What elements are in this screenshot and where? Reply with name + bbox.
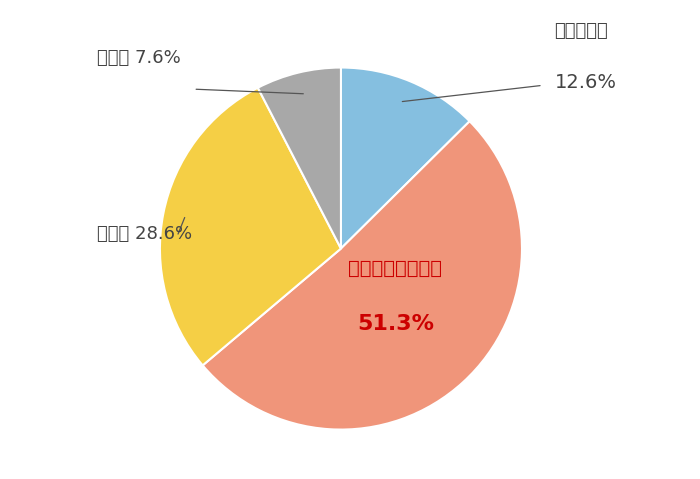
Wedge shape	[203, 121, 522, 430]
Text: 12.6%: 12.6%	[554, 73, 617, 92]
Wedge shape	[258, 68, 341, 249]
Text: 株式・投資信託等: 株式・投資信託等	[349, 259, 442, 277]
Text: 保険等 28.6%: 保険等 28.6%	[97, 225, 192, 243]
Text: 現金・預金: 現金・預金	[554, 23, 608, 40]
Wedge shape	[341, 68, 470, 249]
Wedge shape	[160, 88, 341, 365]
Text: その他 7.6%: その他 7.6%	[97, 49, 181, 68]
Text: 51.3%: 51.3%	[357, 314, 434, 334]
